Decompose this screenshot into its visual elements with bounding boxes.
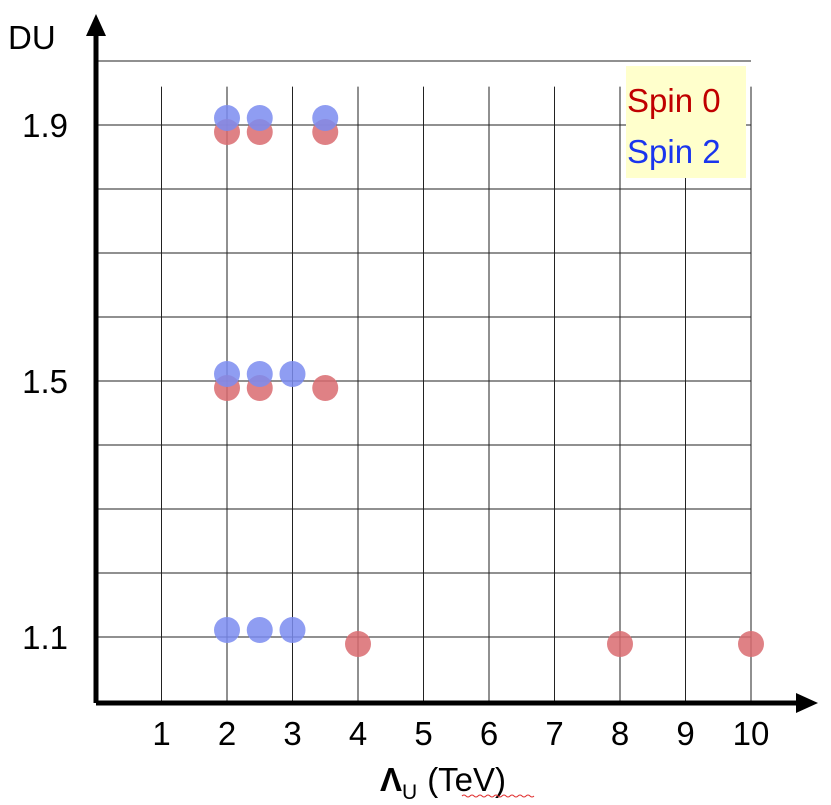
y-tick-label: 1.1 [22,619,68,656]
point-spin-0 [312,375,339,401]
y-axis-arrow-icon [86,14,106,36]
spellcheck-underline [461,794,535,798]
data-points [214,105,764,657]
point-spin-0 [738,631,764,657]
x-tick-label: 6 [480,715,498,752]
x-axis-label-symbol: Λ [380,761,402,798]
x-tick-label: 1 [152,715,170,752]
x-axis-label-unit: (TeV) [427,761,506,798]
x-axis-label-subscript: U [402,781,417,804]
point-spin-2 [246,361,273,387]
legend-label-spin-2: Spin 2 [627,133,721,170]
x-axis-label: ΛU (TeV) [380,761,535,804]
y-tick-label: 1.9 [22,107,68,144]
point-spin-2 [279,617,306,643]
x-tick-label: 5 [414,715,432,752]
x-tick-label: 2 [218,715,236,752]
y-axis-label: DU [8,19,56,56]
point-spin-2 [312,105,339,131]
x-axis-arrow-icon [796,693,818,713]
svg-text:ΛU(TeV): ΛU (TeV) [380,761,506,804]
y-tick-labels: 1.1 1.5 1.9 [22,107,68,656]
point-spin-2 [214,361,240,387]
x-tick-label: 10 [733,715,770,752]
x-tick-label: 3 [283,715,301,752]
point-spin-2 [246,105,273,131]
legend-box [626,66,746,178]
y-tick-label: 1.5 [22,363,68,400]
axes [86,14,818,713]
x-tick-labels: 1 2 3 4 5 6 7 8 9 10 [152,715,769,752]
point-spin-0 [345,631,371,657]
x-tick-label: 9 [676,715,694,752]
point-spin-2 [214,105,240,131]
legend: Spin 0 Spin 2 [626,66,746,178]
grid [96,60,752,703]
point-spin-2 [214,617,240,643]
x-tick-label: 7 [545,715,563,752]
x-tick-label: 8 [611,715,629,752]
legend-label-spin-0: Spin 0 [627,82,721,119]
point-spin-2 [279,361,306,387]
x-tick-label: 4 [349,715,367,752]
point-spin-2 [246,617,273,643]
point-spin-0 [607,631,633,657]
